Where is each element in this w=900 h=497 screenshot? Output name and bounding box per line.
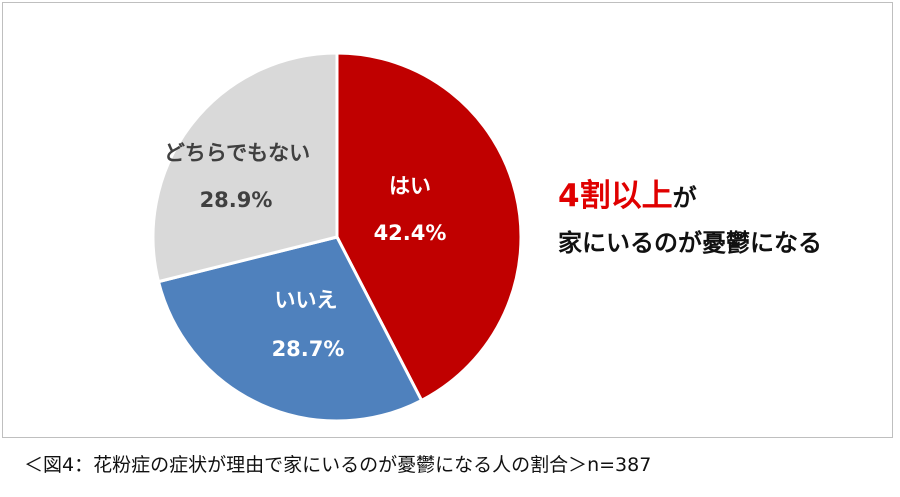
pie-slice-neither [151, 51, 339, 284]
pie-slice-yes [335, 51, 523, 402]
pie-chart [151, 51, 523, 423]
chart-frame [2, 2, 893, 438]
figure-caption: ＜図4：花粉症の症状が理由で家にいるのが憂鬱になる人の割合＞n=387 [24, 454, 652, 476]
slice-label-yes: はい [389, 174, 431, 198]
pie-slice-no [156, 235, 424, 423]
headline: 4割以上が 家にいるのが憂鬱になる [558, 170, 822, 258]
slice-value-no: 28.7% [271, 337, 345, 361]
headline-emphasis: 4割以上 [558, 178, 673, 214]
slice-value-yes: 42.4% [373, 221, 447, 245]
slice-label-no: いいえ [274, 288, 338, 312]
slice-label-neither: どちらでもない [163, 141, 311, 165]
headline-suffix: が [672, 184, 697, 212]
slice-value-neither: 28.9% [199, 188, 273, 212]
headline-line2: 家にいるのが憂鬱になる [558, 229, 822, 257]
